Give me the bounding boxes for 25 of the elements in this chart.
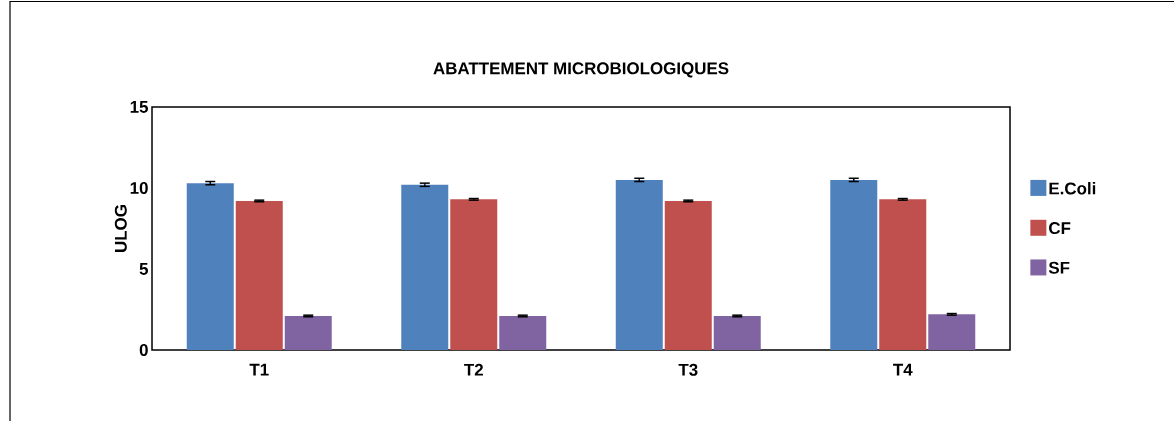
x-tick-label: T1 [249, 363, 269, 376]
bar [830, 179, 878, 350]
bar [713, 315, 761, 350]
bar [499, 315, 547, 350]
bar [284, 315, 332, 350]
y-axis-title: ULOG [114, 205, 127, 252]
y-tick-label: 5 [139, 263, 149, 275]
chart-title: ABATTEMENT MICROBIOLOGIQUES [433, 62, 729, 78]
bar [235, 200, 283, 350]
bar [401, 184, 449, 350]
legend-label: CF [1049, 222, 1071, 235]
y-tick-label: 10 [130, 182, 148, 194]
bar [186, 183, 234, 350]
x-tick-label: T2 [464, 363, 483, 376]
bar [879, 199, 927, 350]
bar [664, 200, 712, 350]
x-tick-label: T4 [893, 363, 913, 376]
legend-label: E.Coli [1049, 182, 1096, 195]
y-tick-label: 0 [139, 344, 148, 356]
y-tick-label: 15 [130, 101, 149, 113]
bar [615, 179, 663, 350]
bar [928, 314, 976, 350]
legend-label: SF [1048, 261, 1070, 274]
bar [450, 199, 498, 350]
x-tick-label: T3 [678, 363, 698, 376]
